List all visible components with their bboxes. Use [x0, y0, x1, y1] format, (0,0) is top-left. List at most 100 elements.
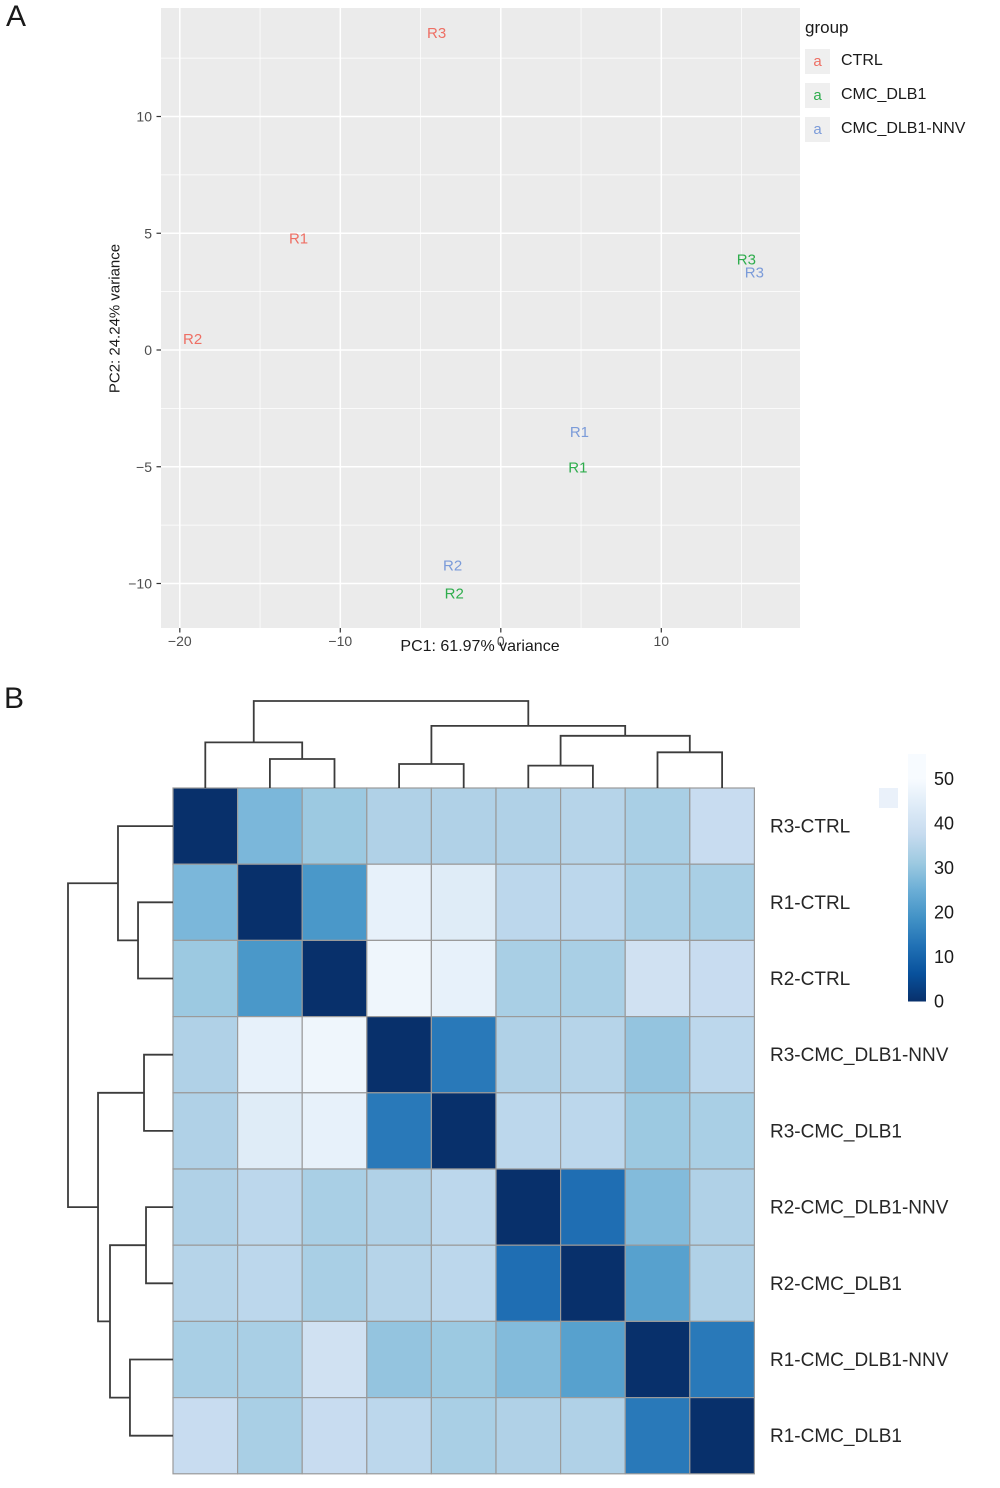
heatmap-cell [172, 1092, 239, 1170]
legend-item-label: CMC_DLB1 [841, 86, 927, 103]
heatmap-cell [495, 1396, 562, 1475]
heatmap-cell [559, 1244, 626, 1322]
column-dendrogram-link [559, 734, 691, 766]
heatmap-cell [237, 1396, 303, 1475]
heatmap-cell [430, 1092, 497, 1170]
colorbar-tick-label: 10 [934, 947, 954, 967]
colorbar-tick-labels: 0 10 20 30 40 50 [934, 769, 954, 1012]
heatmap-cell [301, 1015, 368, 1094]
heatmap-cells [172, 787, 755, 1475]
pca-axis-ticks [156, 115, 662, 633]
pca-y-tick-label: −10 [128, 576, 152, 592]
heatmap-cell [301, 1244, 368, 1322]
heatmap-row-label: R2-CMC_DLB1-NNV [770, 1198, 949, 1219]
heatmap-cell [689, 1092, 755, 1170]
column-dendrogram [204, 700, 723, 788]
heatmap-cell [495, 939, 562, 1018]
panel-a-label: A [6, 0, 27, 33]
pca-point-label: R1 [289, 230, 308, 247]
heatmap-plot: R3-CTRL R1-CTRL R2-CTRL R3-CMC_DLB1-NNV R3-C… [67, 700, 954, 1475]
pca-y-tick-label: 5 [144, 225, 152, 241]
heatmap-cell [689, 1396, 755, 1475]
row-dendrogram-link [137, 901, 173, 980]
legend-item-cmc-dlb1: a CMC_DLB1 [805, 78, 1000, 112]
colorbar [908, 754, 926, 1002]
heatmap-cell [366, 863, 432, 942]
heatmap-cell [559, 1168, 626, 1246]
heatmap-cell [237, 863, 303, 942]
heatmap-cell [559, 939, 626, 1018]
heatmap-cell [172, 1015, 239, 1094]
heatmap-cell [301, 863, 368, 942]
heatmap-row-label: R1-CMC_DLB1 [770, 1426, 902, 1447]
heatmap-cell [366, 1244, 432, 1322]
heatmap-cell [172, 863, 239, 942]
heatmap-cell [624, 1320, 691, 1399]
heatmap-cell [301, 1092, 368, 1170]
colorbar-tick-label: 20 [934, 903, 954, 923]
colorbar-tick-label: 40 [934, 814, 954, 834]
colorbar-tick-label: 50 [934, 769, 954, 789]
legend-key-swatch: a [805, 48, 830, 74]
heatmap-cell [495, 1168, 562, 1246]
heatmap-cell [237, 787, 303, 865]
heatmap-cell [237, 1244, 303, 1322]
column-dendrogram-link [398, 763, 465, 788]
heatmap-cell [172, 1396, 239, 1475]
heatmap-cell [430, 1015, 497, 1094]
pca-x-tick-label: 0 [497, 633, 505, 649]
heatmap-row-label: R1-CMC_DLB1-NNV [770, 1350, 949, 1371]
column-dendrogram-link [656, 751, 723, 788]
column-dendrogram-link [430, 724, 627, 764]
heatmap-row-label: R3-CMC_DLB1-NNV [770, 1045, 949, 1066]
heatmap-cell [366, 1320, 432, 1399]
row-dendrogram-link [67, 882, 118, 1208]
legend-key-swatch: a [805, 116, 830, 142]
heatmap-cell [366, 1015, 432, 1094]
legend-item-ctrl: a CTRL [805, 44, 1000, 78]
heatmap-cell [301, 939, 368, 1018]
heatmap-cell [495, 863, 562, 942]
heatmap-cell [624, 1244, 691, 1322]
legend-title: group [805, 18, 849, 37]
pca-x-tick-label: −20 [168, 633, 192, 649]
pca-y-tick-label: 0 [144, 342, 152, 358]
heatmap-cell [366, 1168, 432, 1246]
heatmap-cell [430, 1168, 497, 1246]
pca-point-label: R3 [745, 264, 764, 281]
legend-item-label: CMC_DLB1-NNV [841, 120, 966, 137]
colorbar-artifact-swatch [879, 788, 898, 808]
row-dendrogram-link [129, 1358, 173, 1437]
column-dendrogram-link [204, 741, 304, 788]
heatmap-cell [172, 1320, 239, 1399]
heatmap-cell [172, 1168, 239, 1246]
heatmap-cell [624, 939, 691, 1018]
pca-y-tick-label: −5 [136, 459, 152, 475]
heatmap-cell [301, 787, 368, 865]
pca-point-label: R1 [570, 424, 589, 441]
heatmap-cell [689, 1168, 755, 1246]
heatmap-cell [559, 1092, 626, 1170]
heatmap-cell [689, 863, 755, 942]
heatmap-cell [495, 1244, 562, 1322]
y-axis-title: PC2: 24.24% variance [106, 243, 124, 394]
colorbar-tick-label: 0 [934, 992, 944, 1012]
row-dendrogram-link [143, 1053, 173, 1132]
heatmap-cell [172, 787, 239, 865]
colorbar-tick-label: 30 [934, 858, 954, 878]
heatmap-cell [301, 1396, 368, 1475]
heatmap-cell [689, 939, 755, 1018]
legend-key-swatch: a [805, 82, 830, 108]
pca-point-labels: R3 R1 R2 R3 R1 R2 R3 R1 R2 [183, 25, 764, 602]
heatmap-cell [237, 1168, 303, 1246]
heatmap-cell [430, 939, 497, 1018]
row-dendrogram-link [97, 1091, 145, 1323]
pca-point-label: R2 [183, 331, 202, 348]
heatmap-cell [237, 1320, 303, 1399]
row-dendrogram-link [145, 1206, 173, 1285]
heatmap-cell [366, 939, 432, 1018]
heatmap-cell [495, 787, 562, 865]
heatmap-cell [689, 1244, 755, 1322]
column-dendrogram-link [268, 758, 336, 788]
